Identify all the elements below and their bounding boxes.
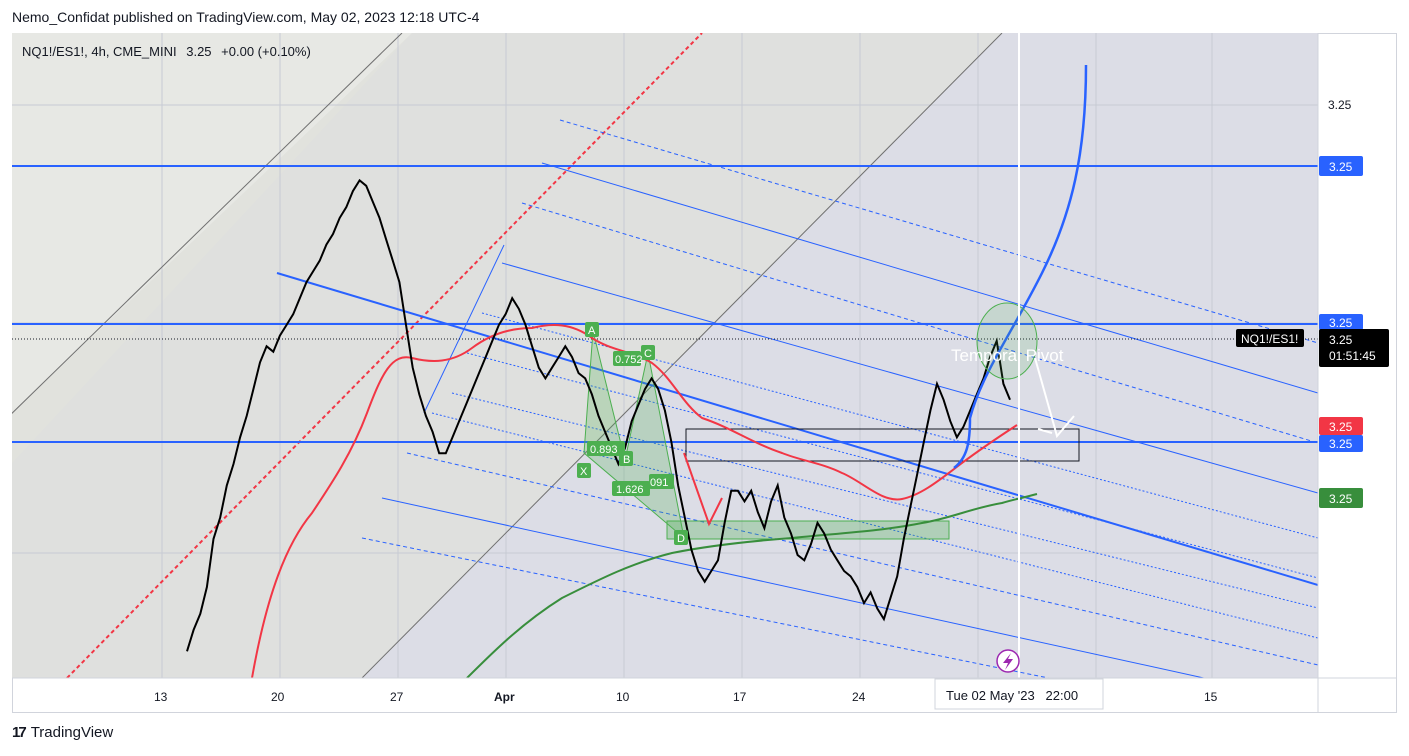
blue-projection-curve (953, 64, 1088, 469)
ma-fast-label: 3.25 (1329, 420, 1353, 434)
ratio-label-3: 1.626 (616, 484, 644, 496)
point-label-x: X (580, 466, 588, 478)
fork-handle (423, 244, 505, 414)
ma-fast-line (251, 324, 1018, 678)
channel-shade (12, 33, 1002, 678)
symbol-info: NQ1!/ES1!, 4h, CME_MINI 3.25 +0.00 (+0.1… (22, 44, 311, 59)
x-tick-label: 13 (154, 690, 168, 704)
ratio-label-4: 091 (650, 477, 668, 489)
level-label-2: 3.25 (1329, 316, 1353, 330)
publisher-credit: Nemo_Confidat published on TradingView.c… (12, 9, 480, 25)
symbol-change: +0.00 (+0.10%) (221, 44, 311, 59)
point-label-a: A (588, 325, 596, 337)
x-tick-label: 10 (616, 690, 630, 704)
pivot-arrow-head (1037, 428, 1053, 434)
tradingview-brand: TradingView (30, 724, 114, 741)
symbol-price-label: 3.25 (1329, 333, 1353, 347)
channel-line-upper (12, 33, 403, 414)
x-tick-label: 15 (1204, 690, 1218, 704)
level-label-3: 3.25 (1329, 437, 1353, 451)
point-label-c: C (644, 348, 652, 360)
level-label-1: 3.25 (1329, 160, 1353, 174)
range-box (685, 428, 1080, 462)
ma-slow-label: 3.25 (1329, 492, 1353, 506)
pivot-arrow (1034, 357, 1075, 439)
symbol-price: 3.25 (186, 44, 212, 59)
tradingview-logo-icon: 17 (12, 724, 27, 741)
point-label-b: B (623, 454, 630, 466)
point-label-d: D (677, 533, 685, 545)
cursor-date-box (934, 678, 1104, 710)
tradingview-footer[interactable]: 17 TradingView (12, 724, 113, 741)
ratio-label-2: 0.893 (590, 444, 618, 456)
pattern-point-labels: A C B X D 0.752 0.893 1.626 091 (577, 322, 688, 545)
x-tick-label: Apr (494, 690, 515, 704)
channel-line-lower (361, 33, 1003, 678)
x-tick-label: 27 (390, 690, 404, 704)
x-tick-label: 24 (852, 690, 866, 704)
lightning-icon[interactable] (996, 649, 1020, 673)
y-tick-label: 3.25 (1328, 98, 1352, 112)
demand-zone (666, 520, 950, 540)
symbol-name: NQ1!/ES1!, 4h, CME_MINI (22, 44, 177, 59)
cursor-date-label: Tue 02 May '23 22:00 (946, 688, 1078, 703)
price-series-line (186, 178, 1011, 652)
symbol-tag: NQ1!/ES1! (1241, 332, 1298, 346)
countdown-label: 01:51:45 (1329, 349, 1376, 363)
time-axis-labels: 13 20 27 Apr 10 17 24 15 (154, 690, 1218, 704)
red-trendline (66, 33, 703, 678)
ma-slow-line (466, 493, 1038, 678)
chart-canvas[interactable]: Temporal Pivot A C B X D 0.752 0.893 1.6… (12, 33, 1397, 713)
red-projection-arrow (683, 452, 723, 527)
grid-vertical (161, 33, 1213, 678)
ratio-label-1: 0.752 (615, 354, 643, 366)
x-tick-label: 20 (271, 690, 285, 704)
price-axis-labels: 3.25 3.25 NQ1!/ES1! 3.25 01:51:45 3.25 3… (1236, 156, 1389, 508)
pivot-ellipse (976, 302, 1038, 380)
temporal-pivot-label: Temporal Pivot (951, 346, 1064, 365)
x-tick-label: 17 (733, 690, 747, 704)
